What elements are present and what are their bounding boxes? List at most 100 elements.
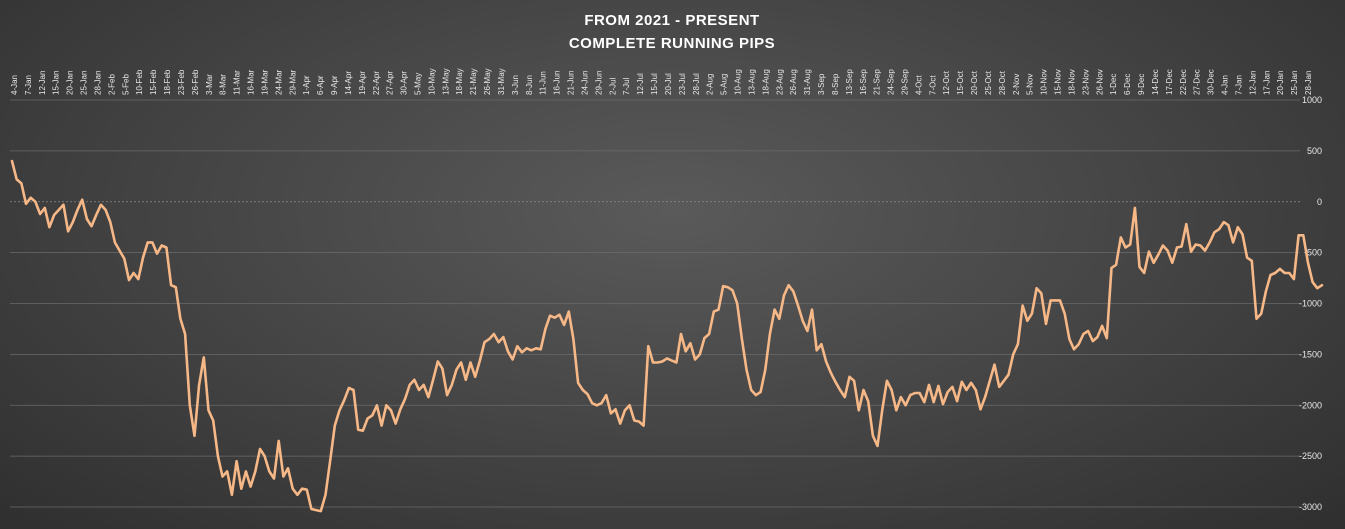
x-tick-label: 26-Nov: [1095, 69, 1104, 95]
x-tick-label: 21-May: [469, 68, 478, 95]
x-tick-label: 10-May: [427, 68, 436, 95]
y-tick-label: 0: [1317, 197, 1322, 207]
x-tick-label: 26-Feb: [191, 69, 200, 95]
x-tick-label: 7-Jan: [1234, 75, 1243, 95]
x-tick-label: 5-Feb: [121, 74, 130, 95]
x-tick-label: 2-Aug: [706, 74, 715, 95]
x-tick-label: 14-Apr: [344, 71, 353, 95]
x-tick-label: 5-Nov: [1026, 74, 1035, 95]
x-tick-label: 9-Apr: [330, 75, 339, 95]
x-tick-label: 24-Mar: [274, 69, 283, 95]
x-tick-label: 15-Nov: [1054, 69, 1063, 95]
x-tick-label: 3-Sep: [817, 73, 826, 95]
y-axis-tick-labels: 1000 500 0 -500 -1000 -1500 -2000 -2500 -3000: [1299, 95, 1322, 512]
x-tick-label: 29-Mar: [288, 69, 297, 95]
y-tick-label: 1000: [1302, 95, 1322, 105]
x-tick-label: 16-Jun: [553, 71, 562, 95]
x-tick-label: 21-Jun: [567, 71, 576, 95]
gridlines: [10, 99, 1300, 508]
x-axis-tick-labels: 4-Jan 7-Jan 12-Jan 15-Jan 20-Jan 25-Jan 28-Jan…: [10, 68, 1313, 95]
x-tick-label: 30-Apr: [400, 71, 409, 95]
x-tick-label: 21-Sep: [873, 69, 882, 95]
x-tick-label: 26-Aug: [789, 69, 798, 95]
x-tick-label: 12-Oct: [942, 70, 951, 95]
x-tick-label: 22-Dec: [1179, 69, 1188, 95]
x-tick-label: 8-Jun: [525, 75, 534, 95]
x-tick-label: 28-Jan: [1304, 71, 1313, 95]
x-tick-label: 18-May: [455, 68, 464, 95]
x-tick-label: 18-Nov: [1067, 69, 1076, 95]
x-tick-label: 29-Sep: [900, 69, 909, 95]
x-tick-label: 24-Jun: [580, 71, 589, 95]
x-tick-label: 8-Sep: [831, 73, 840, 95]
x-tick-label: 19-Mar: [260, 69, 269, 95]
x-tick-label: 28-Jul: [692, 73, 701, 95]
x-tick-label: 13-May: [441, 68, 450, 95]
x-tick-label: 12-Jan: [1248, 71, 1257, 95]
y-tick-label: -1000: [1299, 299, 1322, 309]
x-tick-label: 7-Oct: [928, 75, 937, 95]
x-tick-label: 23-Aug: [775, 69, 784, 95]
x-tick-label: 13-Sep: [845, 69, 854, 95]
x-tick-label: 15-Jul: [650, 73, 659, 95]
running-pips-line: [10, 159, 1324, 513]
x-tick-label: 16-Mar: [247, 69, 256, 95]
x-tick-label: 27-Apr: [386, 71, 395, 95]
x-tick-label: 23-Jul: [678, 73, 687, 95]
x-tick-label: 25-Jan: [80, 71, 89, 95]
x-tick-label: 7-Jan: [24, 75, 33, 95]
x-tick-label: 9-Dec: [1137, 74, 1146, 95]
x-tick-label: 25-Oct: [984, 70, 993, 95]
x-tick-label: 3-Mar: [205, 74, 214, 95]
x-tick-label: 29-Jun: [594, 71, 603, 95]
x-tick-label: 23-Feb: [177, 69, 186, 95]
x-tick-label: 6-Dec: [1123, 74, 1132, 95]
x-tick-label: 5-May: [414, 73, 423, 95]
x-tick-label: 27-Dec: [1193, 69, 1202, 95]
x-tick-label: 17-Jan: [1262, 71, 1271, 95]
x-tick-label: 20-Jan: [66, 71, 75, 95]
x-tick-label: 5-Aug: [720, 74, 729, 95]
x-tick-label: 31-Aug: [803, 69, 812, 95]
x-tick-label: 10-Aug: [734, 69, 743, 95]
y-tick-label: 500: [1307, 146, 1322, 156]
x-tick-label: 15-Jan: [52, 71, 61, 95]
y-tick-label: -2500: [1299, 451, 1322, 461]
x-tick-label: 2-Jul: [608, 77, 617, 95]
x-tick-label: 24-Sep: [887, 69, 896, 95]
x-tick-label: 8-Mar: [219, 74, 228, 95]
y-tick-label: -3000: [1299, 502, 1322, 512]
x-tick-label: 4-Oct: [914, 75, 923, 95]
y-tick-label: -1500: [1299, 349, 1322, 359]
x-tick-label: 3-Jun: [511, 75, 520, 95]
x-tick-label: 19-Apr: [358, 71, 367, 95]
x-tick-label: 14-Dec: [1151, 69, 1160, 95]
x-tick-label: 23-Nov: [1081, 69, 1090, 95]
x-tick-label: 1-Dec: [1109, 74, 1118, 95]
chart-title: FROM 2021 - PRESENT: [584, 12, 759, 29]
x-tick-label: 15-Feb: [149, 69, 158, 95]
x-tick-label: 13-Aug: [747, 69, 756, 95]
x-tick-label: 18-Aug: [761, 69, 770, 95]
x-tick-label: 20-Oct: [970, 70, 979, 95]
x-tick-label: 25-Jan: [1290, 71, 1299, 95]
x-tick-label: 4-Jan: [10, 75, 19, 95]
x-tick-label: 6-Apr: [316, 75, 325, 95]
x-tick-label: 11-Jun: [539, 71, 548, 95]
x-tick-label: 12-Jul: [636, 73, 645, 95]
x-tick-label: 28-Oct: [998, 70, 1007, 95]
x-tick-label: 18-Feb: [163, 69, 172, 95]
x-tick-label: 2-Feb: [107, 74, 116, 95]
x-tick-label: 2-Nov: [1012, 74, 1021, 95]
chart-subtitle: COMPLETE RUNNING PIPS: [569, 35, 775, 52]
x-tick-label: 26-May: [483, 68, 492, 95]
x-tick-label: 17-Dec: [1165, 69, 1174, 95]
x-tick-label: 31-May: [497, 68, 506, 95]
x-tick-label: 20-Jan: [1276, 71, 1285, 95]
x-tick-label: 12-Jan: [38, 71, 47, 95]
x-tick-label: 10-Nov: [1040, 69, 1049, 95]
y-tick-label: -2000: [1299, 400, 1322, 410]
x-tick-label: 1-Apr: [302, 75, 311, 95]
x-tick-label: 30-Dec: [1207, 69, 1216, 95]
